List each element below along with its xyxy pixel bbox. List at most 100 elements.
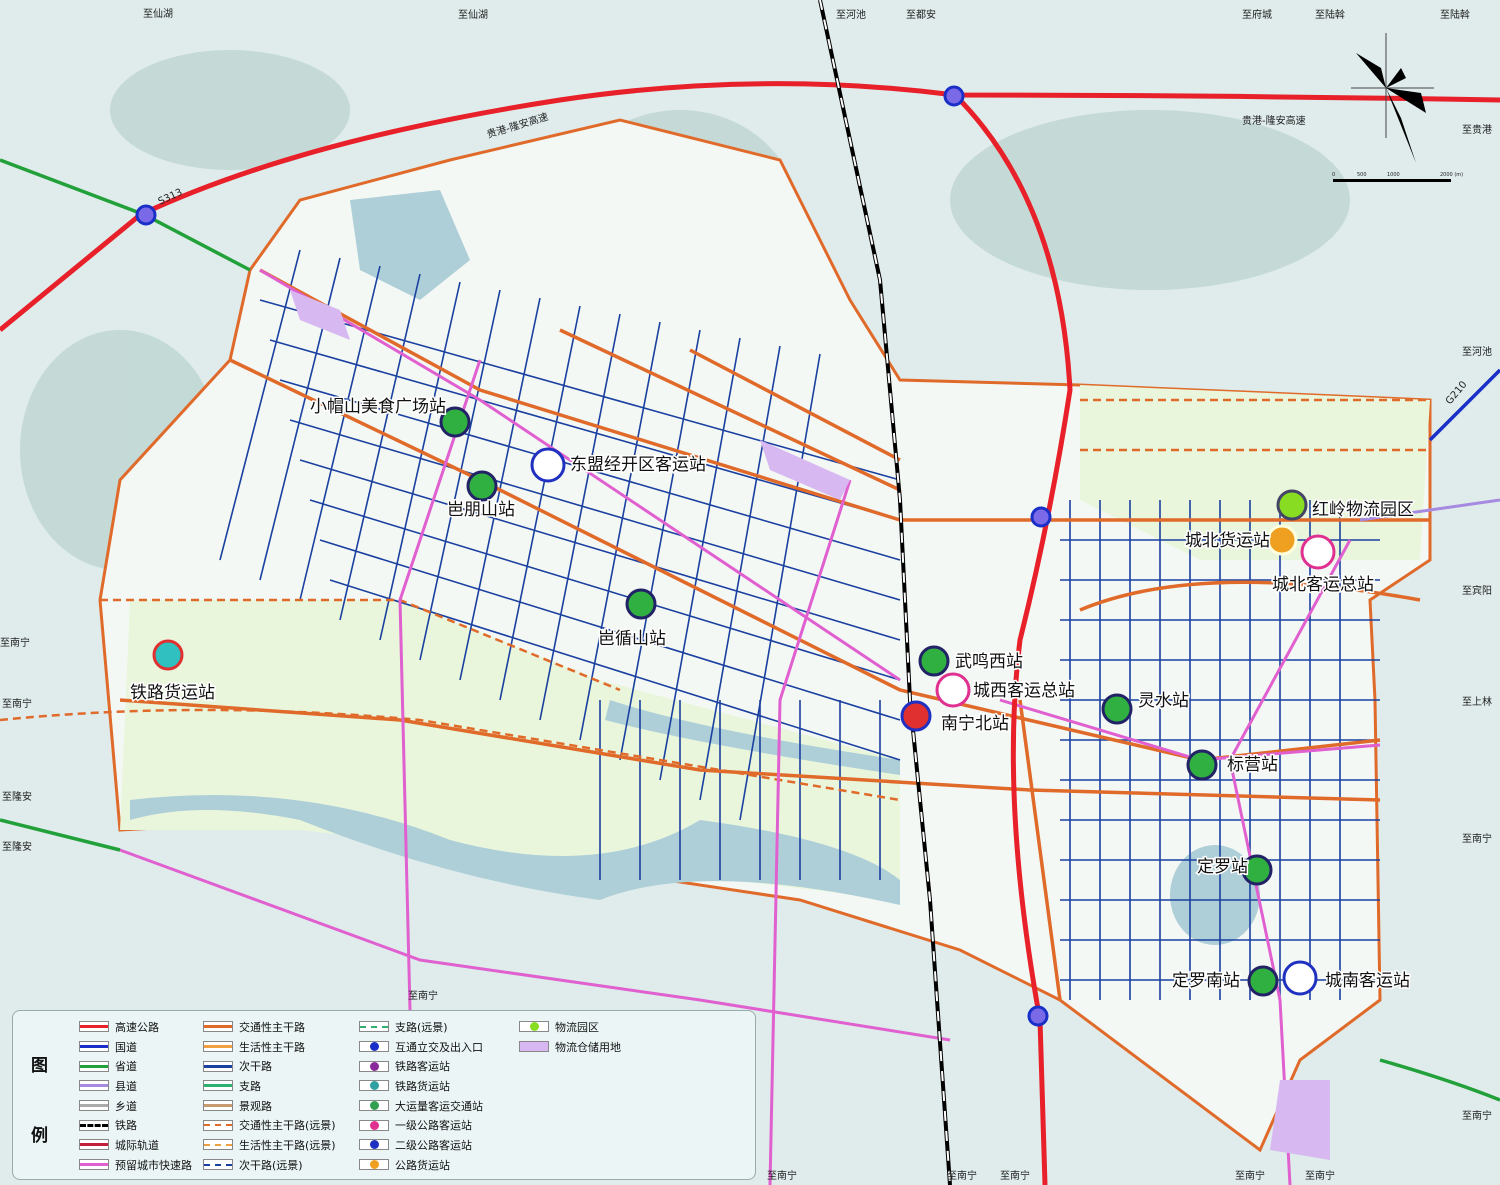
- dest-label: 至陆斡: [1315, 8, 1345, 21]
- dest-label: 至南宁: [2, 697, 32, 710]
- legend-item: 大运量客运交通站: [359, 1096, 483, 1116]
- legend-label: 二级公路客运站: [395, 1138, 472, 1152]
- legend-swatch: [79, 1041, 109, 1053]
- legend-item: 县道: [79, 1076, 192, 1096]
- legend-label: 支路: [239, 1079, 261, 1093]
- station-label: 东盟经开区客运站: [570, 455, 706, 475]
- station-label: 城北客运总站: [1272, 575, 1374, 595]
- legend-label: 县道: [115, 1079, 137, 1093]
- legend-item: 次干路(远景): [203, 1155, 336, 1175]
- legend-label: 高速公路: [115, 1020, 159, 1034]
- legend-item: 公路货运站: [359, 1155, 483, 1175]
- dest-label: 至仙湖: [458, 8, 488, 21]
- rail-passenger-station-icon: [900, 700, 932, 732]
- road-segment: [299, 265, 381, 601]
- road-freight-station-icon: [1266, 524, 1298, 556]
- station-label: 城南客运站: [1325, 971, 1410, 991]
- legend-label: 铁路客运站: [395, 1060, 450, 1074]
- legend-swatch: [359, 1021, 389, 1033]
- legend-swatch: [203, 1021, 233, 1033]
- legend-swatch: [79, 1060, 109, 1072]
- dest-label: 至陆斡: [1440, 8, 1470, 21]
- legend-item: 物流仓储用地: [519, 1037, 621, 1057]
- legend-label: 省道: [115, 1060, 137, 1074]
- provincial-road-se: [1379, 1058, 1500, 1102]
- legend-label: 乡道: [115, 1099, 137, 1113]
- legend-swatch: [203, 1159, 233, 1171]
- station-label: 城西客运总站: [973, 681, 1075, 701]
- station-label: 标营站: [1227, 755, 1278, 775]
- dest-label: 至南宁: [0, 636, 30, 649]
- county-road: [1359, 498, 1500, 522]
- station-label: 岜循山站: [598, 629, 666, 649]
- legend-item: 省道: [79, 1056, 192, 1076]
- interchanges: [135, 85, 1052, 1027]
- national-road: [1428, 368, 1500, 442]
- legend-label: 景观路: [239, 1099, 272, 1113]
- legend-item: 国道: [79, 1037, 192, 1057]
- legend-swatch: [79, 1139, 109, 1151]
- road-segment: [219, 249, 301, 561]
- expressway: [0, 81, 1500, 332]
- railway: [818, 0, 952, 1185]
- legend-col: 物流园区物流仓储用地: [519, 1017, 621, 1056]
- dest-label: 至隆安: [2, 840, 32, 853]
- mass-transit-station-icon: [439, 406, 471, 438]
- road-segment: [579, 321, 661, 741]
- road-segment: [539, 313, 621, 721]
- dest-label: 至隆安: [2, 790, 32, 803]
- bus-1-station-icon: [935, 672, 971, 708]
- north-arrow: [1351, 33, 1434, 163]
- bus-2-station-icon: [1282, 960, 1318, 996]
- logistics-land: [290, 290, 1330, 1160]
- scale-tick: 500: [1357, 172, 1367, 178]
- station-label: 定罗南站: [1172, 971, 1240, 991]
- legend-title: 例: [31, 1126, 48, 1146]
- road-segment: [619, 329, 701, 761]
- legend-swatch: [79, 1100, 109, 1112]
- dest-label: 至上林: [1462, 695, 1492, 708]
- legend-item: 铁路货运站: [359, 1076, 483, 1096]
- legend-item: 交通性主干路: [203, 1017, 336, 1037]
- road-segment: [299, 459, 901, 641]
- legend-item: 二级公路客运站: [359, 1135, 483, 1155]
- legend-col: 支路(远景) 互通立交及出入口 铁路客运站 铁路货运站 大运量客运交通站 一级公路客运站二…: [359, 1017, 483, 1175]
- legend-col: 高速公路国道省道县道乡道铁路 城际轨道预留城市快速路: [79, 1017, 192, 1175]
- station-label: 岜朋山站: [447, 500, 515, 520]
- legend-label: 预留城市快速路: [115, 1158, 192, 1172]
- bus-2-station-icon: [530, 447, 566, 483]
- dest-label: 至南宁: [1235, 1169, 1265, 1182]
- station-label: 南宁北站: [941, 714, 1009, 734]
- legend-item: 生活性主干路: [203, 1037, 336, 1057]
- dest-label: 至南宁: [1305, 1169, 1335, 1182]
- dest-label: 至南宁: [1000, 1169, 1030, 1182]
- legend-title: 图: [31, 1056, 48, 1076]
- legend-label: 物流仓储用地: [555, 1040, 621, 1054]
- dest-label: 至府城: [1242, 8, 1272, 21]
- mass-transit-station-icon: [466, 470, 498, 502]
- legend-item: 高速公路: [79, 1017, 192, 1037]
- legend-label: 次干路: [239, 1060, 272, 1074]
- legend-item: 城际轨道: [79, 1135, 192, 1155]
- scale-tick: 0: [1332, 172, 1335, 178]
- legend-item: 物流园区: [519, 1017, 621, 1037]
- station-label: 红岭物流园区: [1312, 500, 1414, 520]
- legend-swatch: [203, 1119, 233, 1131]
- legend-swatch: [203, 1041, 233, 1053]
- dest-label: 至河池: [1462, 345, 1492, 358]
- legend-swatch: [79, 1159, 109, 1171]
- legend-item: 铁路客运站: [359, 1056, 483, 1076]
- scale-bar: 0 500 1000 2000 (m): [1332, 172, 1463, 182]
- legend-swatch: [359, 1041, 389, 1053]
- legend-label: 铁路货运站: [395, 1079, 450, 1093]
- road-segment: [739, 353, 821, 821]
- dest-label: 至南宁: [767, 1169, 797, 1182]
- legend-swatch: [519, 1021, 549, 1033]
- legend-item: 铁路: [79, 1115, 192, 1135]
- station-label: 城北货运站: [1185, 531, 1270, 551]
- legend-swatch: [359, 1139, 389, 1151]
- legend-swatch: [203, 1139, 233, 1151]
- legend-item: 景观路: [203, 1096, 336, 1116]
- mass-transit-station-icon: [918, 645, 950, 677]
- legend-swatch: [519, 1041, 549, 1053]
